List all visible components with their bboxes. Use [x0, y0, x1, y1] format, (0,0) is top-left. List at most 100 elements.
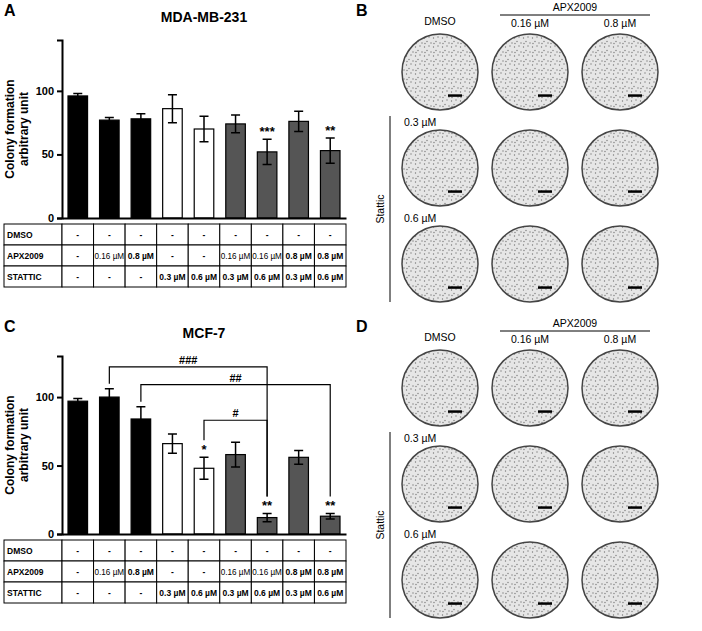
table-cell — [188, 582, 220, 603]
culture-plate — [492, 446, 568, 522]
y-tick-label: 100 — [36, 85, 54, 97]
row-label: 0.3 µM — [404, 116, 436, 128]
condition-table: DMSO---------APX2009-0.16 µM0.8 µM--0.16… — [4, 224, 346, 287]
x-axis-line — [63, 218, 347, 220]
significance-mark: *** — [260, 124, 276, 139]
row-group-line — [390, 116, 391, 302]
table-cell-text: 0.16 µM — [221, 252, 251, 261]
bar — [68, 401, 88, 534]
culture-plate — [582, 350, 658, 426]
scale-bar — [628, 506, 642, 509]
bar — [289, 457, 309, 534]
error-bar — [326, 138, 335, 163]
table-cell-text: 0.8 µM — [286, 251, 312, 261]
image-panel: BDMSOAPX20090.16 µM0.8 µM0.3 µM0.6 µMSta… — [356, 1, 658, 302]
table-cell-text: - — [203, 546, 206, 556]
table-cell — [220, 245, 252, 266]
table-row-label: STATTIC — [7, 272, 42, 282]
table-cell-text: - — [234, 230, 237, 240]
comparison-bracket — [204, 420, 267, 496]
row-label: 0.3 µM — [404, 432, 436, 444]
table-cell-text: - — [139, 230, 142, 240]
table-cell — [125, 582, 157, 603]
table-cell — [125, 561, 157, 582]
x-axis — [63, 218, 347, 220]
bracket-label: ## — [229, 372, 241, 384]
panel-letter: B — [356, 2, 368, 19]
y-tick-mark — [57, 154, 62, 156]
column-label: 0.16 µM — [511, 17, 549, 29]
y-axis-title-line: Colony formation — [3, 395, 17, 494]
table-cell — [157, 582, 189, 603]
table-cell-text: - — [329, 546, 332, 556]
table-cell-text: 0.3 µM — [159, 272, 185, 282]
table-cell — [62, 245, 94, 266]
culture-plate — [492, 542, 568, 618]
table-cell — [283, 266, 315, 287]
table-cell-text: 0.8 µM — [128, 251, 154, 261]
y-tick-mark — [57, 465, 62, 467]
table-cell-text: - — [171, 230, 174, 240]
table-cell-text: 0.6 µM — [254, 272, 280, 282]
table-cell — [4, 582, 62, 603]
table-cell — [4, 561, 62, 582]
table-cell — [220, 561, 252, 582]
figure: AMDA-MB-231050100Colony formationarbitra… — [0, 0, 702, 631]
significance-mark: ** — [262, 498, 273, 513]
table-cell — [157, 540, 189, 561]
row-label: 0.6 µM — [404, 212, 436, 224]
table-cell-text: 0.16 µM — [95, 568, 125, 577]
table-cell-text: - — [171, 251, 174, 261]
table-cell-text: - — [329, 230, 332, 240]
error-bar — [263, 513, 272, 521]
bar — [131, 119, 151, 218]
comparison-bracket — [141, 385, 330, 497]
significance-mark: * — [201, 442, 207, 457]
table-cell — [314, 224, 346, 245]
error-bar — [136, 407, 145, 432]
scale-bar — [448, 190, 462, 193]
culture-plate — [582, 542, 658, 618]
table-cell — [283, 582, 315, 603]
table-cell-text: - — [139, 588, 142, 598]
table-cell — [220, 266, 252, 287]
table-cell-text: 0.3 µM — [222, 272, 248, 282]
table-cell — [4, 540, 62, 561]
table-cell — [125, 540, 157, 561]
panel-letter: D — [356, 318, 368, 335]
table-cell-text: - — [297, 230, 300, 240]
table-cell-text: 0.3 µM — [286, 272, 312, 282]
table-cell — [314, 582, 346, 603]
table-cell-text: 0.6 µM — [191, 272, 217, 282]
table-cell — [94, 224, 126, 245]
column-label: 0.8 µM — [604, 333, 636, 345]
culture-plate — [492, 130, 568, 206]
error-bar — [200, 116, 209, 141]
table-cell — [251, 561, 283, 582]
group-line — [500, 15, 650, 16]
plot-marks — [68, 93, 340, 218]
row-group-label: Stattic — [374, 510, 386, 539]
scale-bar — [448, 506, 462, 509]
table-cell-text: - — [76, 251, 79, 261]
table-cell-text: 0.3 µM — [222, 588, 248, 598]
bar — [226, 124, 246, 218]
table-cell — [125, 266, 157, 287]
table-cell — [125, 224, 157, 245]
table-cell — [62, 266, 94, 287]
error-bar — [73, 93, 82, 98]
significance-mark: ** — [325, 123, 336, 138]
table-cell-text: - — [108, 230, 111, 240]
y-tick: 100 — [36, 85, 62, 97]
table-cell-text: 0.3 µM — [286, 588, 312, 598]
table-cell — [94, 582, 126, 603]
scale-bar — [448, 94, 462, 97]
error-bar — [326, 513, 335, 518]
image-panel: DDMSOAPX20090.16 µM0.8 µM0.3 µM0.6 µMSta… — [356, 317, 658, 618]
table-cell — [251, 582, 283, 603]
table-cell — [314, 540, 346, 561]
culture-plate — [402, 542, 478, 618]
scale-bar — [538, 506, 552, 509]
table-row-label: APX2009 — [7, 567, 44, 577]
scale-bar — [628, 94, 642, 97]
